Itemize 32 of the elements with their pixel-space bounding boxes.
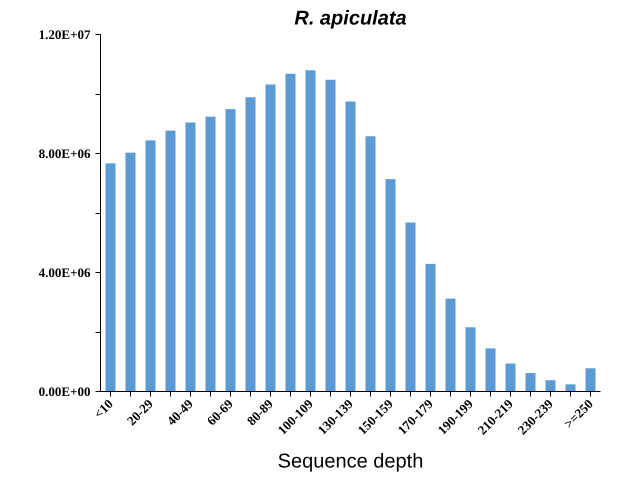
y-tick-label: 1.20E+07: [38, 27, 91, 42]
bar: [466, 327, 476, 392]
bar: [346, 101, 356, 392]
bar: [206, 116, 216, 392]
bar: [406, 222, 416, 392]
bar: [286, 74, 296, 392]
bar: [506, 364, 516, 392]
bar: [146, 140, 156, 392]
bar: [246, 97, 256, 392]
bar: [266, 84, 276, 392]
bar: [126, 152, 136, 392]
bar: [166, 130, 176, 392]
x-axis-title: Sequence depth: [278, 450, 424, 473]
bar: [446, 298, 456, 392]
bar: [546, 380, 556, 392]
bar: [426, 264, 436, 392]
bar: [586, 368, 596, 392]
chart-title: R. apiculata: [294, 8, 407, 30]
y-tick-label: 8.00E+06: [38, 146, 91, 161]
x-tick-label: <10: [90, 396, 116, 422]
bar: [526, 373, 536, 392]
bar: [186, 122, 196, 392]
bar: [226, 109, 236, 392]
y-tick-label: 0.00E+00: [38, 384, 91, 399]
bar: [486, 348, 496, 392]
bar: [386, 179, 396, 392]
bar: [306, 70, 316, 392]
y-tick-label: 4.00E+06: [38, 265, 91, 280]
bar: [566, 384, 576, 392]
bar: [106, 163, 116, 392]
bar: [366, 136, 376, 392]
bar: [326, 80, 336, 392]
